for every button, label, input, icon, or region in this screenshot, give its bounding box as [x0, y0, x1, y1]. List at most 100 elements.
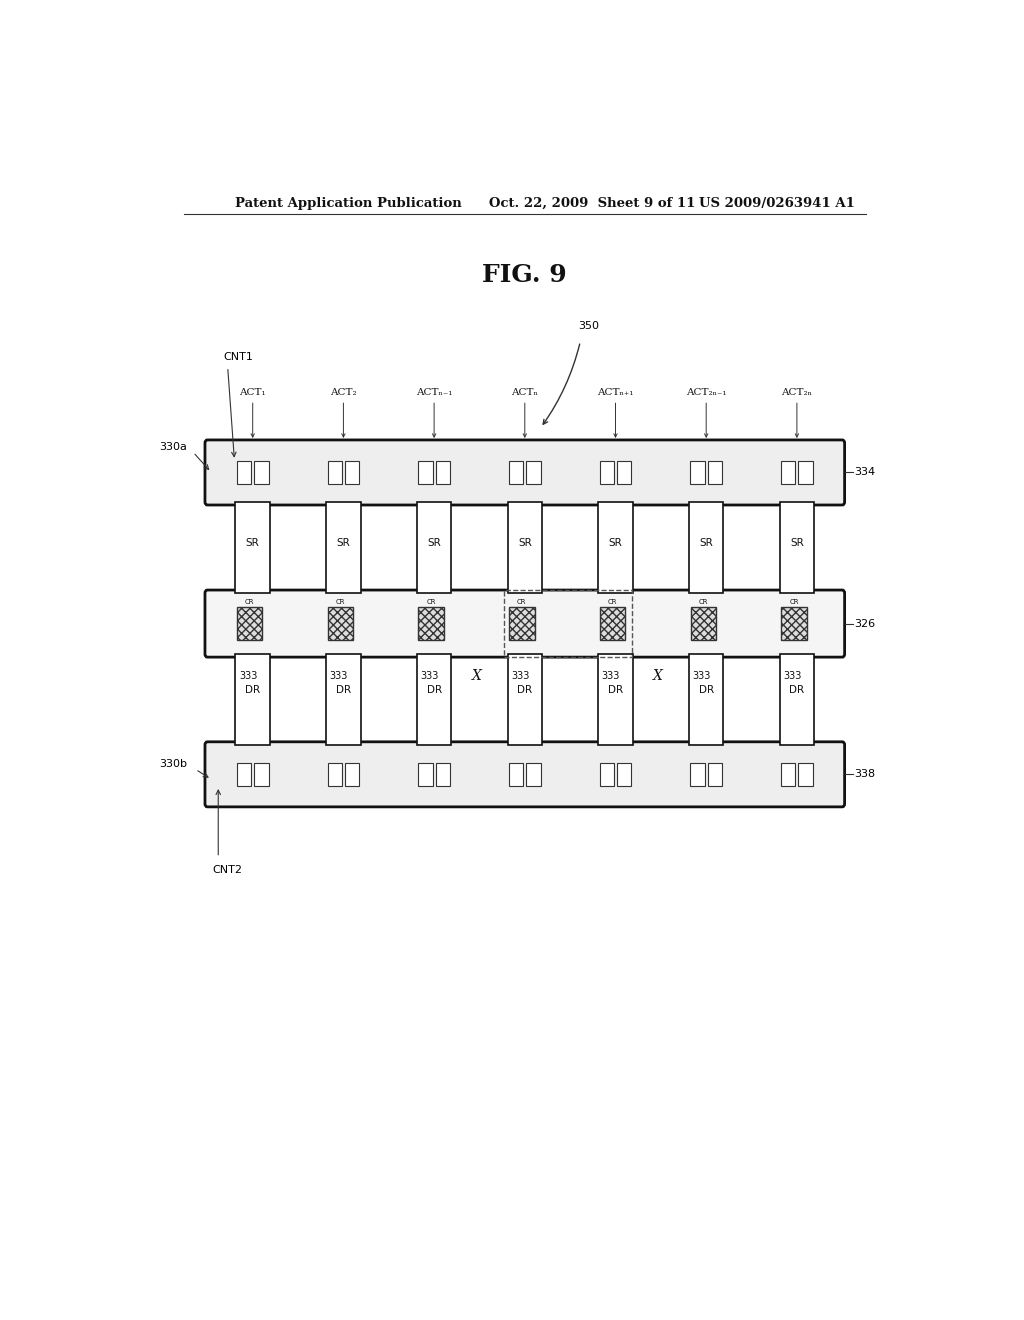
Text: ACT₂ₙ₋₁: ACT₂ₙ₋₁ [686, 388, 726, 397]
Text: SR: SR [699, 539, 713, 548]
Bar [689, 655, 723, 744]
Bar [254, 461, 268, 483]
Bar [598, 655, 633, 744]
Text: 326: 326 [854, 619, 876, 628]
Bar [435, 461, 450, 483]
Text: 333: 333 [602, 672, 621, 681]
Bar [781, 763, 796, 785]
Bar [508, 502, 542, 593]
Bar [419, 607, 443, 640]
Text: DR: DR [427, 685, 441, 696]
Text: CR: CR [608, 599, 617, 606]
Text: X: X [472, 669, 481, 684]
FancyBboxPatch shape [205, 742, 845, 807]
Text: SR: SR [518, 539, 531, 548]
Bar [509, 763, 523, 785]
Bar [600, 763, 614, 785]
Text: X: X [653, 669, 663, 684]
Text: SR: SR [337, 539, 350, 548]
Bar [781, 607, 807, 640]
Bar [418, 461, 432, 483]
Text: DR: DR [608, 685, 623, 696]
Bar [509, 607, 535, 640]
Text: DR: DR [790, 685, 805, 696]
Text: Oct. 22, 2009  Sheet 9 of 11: Oct. 22, 2009 Sheet 9 of 11 [489, 197, 695, 210]
Text: CR: CR [790, 599, 799, 606]
Bar [598, 502, 633, 593]
Bar [600, 607, 626, 640]
Text: SR: SR [427, 539, 441, 548]
Text: CR: CR [426, 599, 436, 606]
Bar [328, 607, 353, 640]
Text: SR: SR [608, 539, 623, 548]
Text: ACT₁: ACT₁ [240, 388, 266, 397]
Text: CR: CR [698, 599, 708, 606]
Text: 333: 333 [239, 672, 257, 681]
Text: 333: 333 [511, 672, 529, 681]
Bar [236, 502, 270, 593]
Text: DR: DR [517, 685, 532, 696]
Text: ACTₙ₊₁: ACTₙ₊₁ [597, 388, 634, 397]
Bar [690, 763, 705, 785]
Bar [509, 461, 523, 483]
Bar [779, 502, 814, 593]
Bar [236, 655, 270, 744]
Bar [237, 763, 251, 785]
Text: CR: CR [517, 599, 526, 606]
Bar [345, 763, 359, 785]
Bar [418, 763, 432, 785]
FancyBboxPatch shape [205, 440, 845, 506]
Bar [781, 461, 796, 483]
Text: SR: SR [246, 539, 259, 548]
Bar [417, 655, 452, 744]
Bar [345, 461, 359, 483]
Bar [238, 607, 262, 640]
Text: 334: 334 [854, 467, 876, 478]
Bar [526, 461, 541, 483]
Text: DR: DR [698, 685, 714, 696]
Text: ACT₂ₙ: ACT₂ₙ [781, 388, 812, 397]
Bar [508, 655, 542, 744]
Bar [328, 461, 342, 483]
Text: Patent Application Publication: Patent Application Publication [236, 197, 462, 210]
Bar [237, 461, 251, 483]
FancyBboxPatch shape [205, 590, 845, 657]
Bar [417, 502, 452, 593]
Text: CR: CR [336, 599, 345, 606]
Text: CNT2: CNT2 [212, 865, 242, 875]
Text: 333: 333 [330, 672, 348, 681]
Bar [617, 763, 632, 785]
Text: 330b: 330b [160, 759, 187, 770]
Bar [435, 763, 450, 785]
Text: 338: 338 [854, 770, 876, 779]
Text: 350: 350 [578, 321, 599, 331]
Text: CR: CR [245, 599, 255, 606]
Bar [690, 461, 705, 483]
Bar [327, 502, 360, 593]
Bar [708, 461, 722, 483]
Bar [799, 461, 813, 483]
Text: DR: DR [336, 685, 351, 696]
Bar [526, 763, 541, 785]
Text: CNT1: CNT1 [223, 351, 254, 362]
Text: 330a: 330a [160, 442, 187, 451]
Text: FIG. 9: FIG. 9 [482, 263, 567, 288]
Text: 333: 333 [783, 672, 802, 681]
Text: 333: 333 [421, 672, 438, 681]
Bar [799, 763, 813, 785]
Text: SR: SR [791, 539, 804, 548]
Bar [690, 607, 716, 640]
Bar [254, 763, 268, 785]
Bar [504, 590, 632, 657]
Bar [779, 655, 814, 744]
Text: US 2009/0263941 A1: US 2009/0263941 A1 [699, 197, 855, 210]
Text: ACTₙ: ACTₙ [511, 388, 539, 397]
Text: ACT₂: ACT₂ [330, 388, 356, 397]
Text: DR: DR [245, 685, 260, 696]
Bar [600, 461, 614, 483]
Bar [327, 655, 360, 744]
Text: ACTₙ₋₁: ACTₙ₋₁ [416, 388, 453, 397]
Bar [708, 763, 722, 785]
Bar [328, 763, 342, 785]
Bar [617, 461, 632, 483]
